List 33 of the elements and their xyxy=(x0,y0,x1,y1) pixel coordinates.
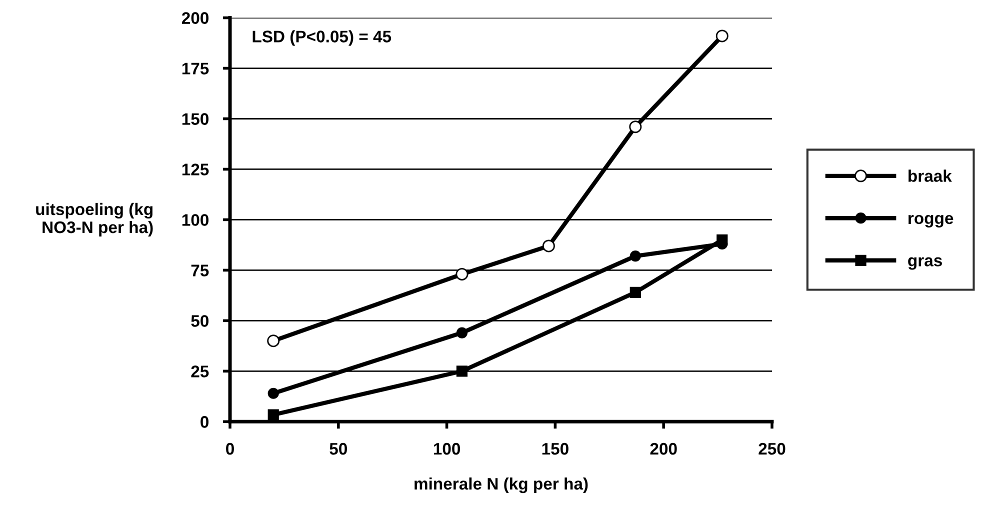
y-tick-label: 125 xyxy=(182,164,209,176)
y-tick-label: 0 xyxy=(200,416,208,428)
point xyxy=(268,388,279,399)
annotation: LSD (P<0.05) = 45 xyxy=(252,30,392,46)
point xyxy=(629,120,642,134)
point xyxy=(456,366,468,377)
x-tick-label: 0 xyxy=(226,442,234,455)
y-tick-label: 175 xyxy=(182,62,209,74)
point xyxy=(542,240,555,252)
y-tick-label: 150 xyxy=(182,113,208,125)
point xyxy=(267,334,280,348)
y-tick-label: 50 xyxy=(191,315,208,327)
x-axis-title: minerale N (kg per ha) xyxy=(414,477,588,494)
point xyxy=(456,268,468,280)
y-tick-label: 100 xyxy=(182,214,208,226)
x-tick-label: 250 xyxy=(758,442,786,455)
point xyxy=(630,250,641,262)
point xyxy=(268,409,279,420)
y-tick-label: 25 xyxy=(191,366,209,378)
point xyxy=(716,30,728,42)
x-tick-label: 200 xyxy=(650,442,677,455)
point xyxy=(716,234,728,246)
x-tick-label: 50 xyxy=(330,442,347,455)
x-tick-label: 100 xyxy=(434,442,460,455)
point xyxy=(456,327,468,338)
legend-label: rogge xyxy=(908,214,954,228)
point xyxy=(630,286,641,298)
y-tick-label: 75 xyxy=(191,264,209,276)
legend-label: gras xyxy=(908,257,942,270)
x-tick-label: 150 xyxy=(542,442,568,455)
y-tick-label: 200 xyxy=(182,12,208,24)
legend-label: braak xyxy=(908,170,952,182)
y-axis-title: uitspoeling (kg NO3-N per ha) xyxy=(36,202,153,236)
